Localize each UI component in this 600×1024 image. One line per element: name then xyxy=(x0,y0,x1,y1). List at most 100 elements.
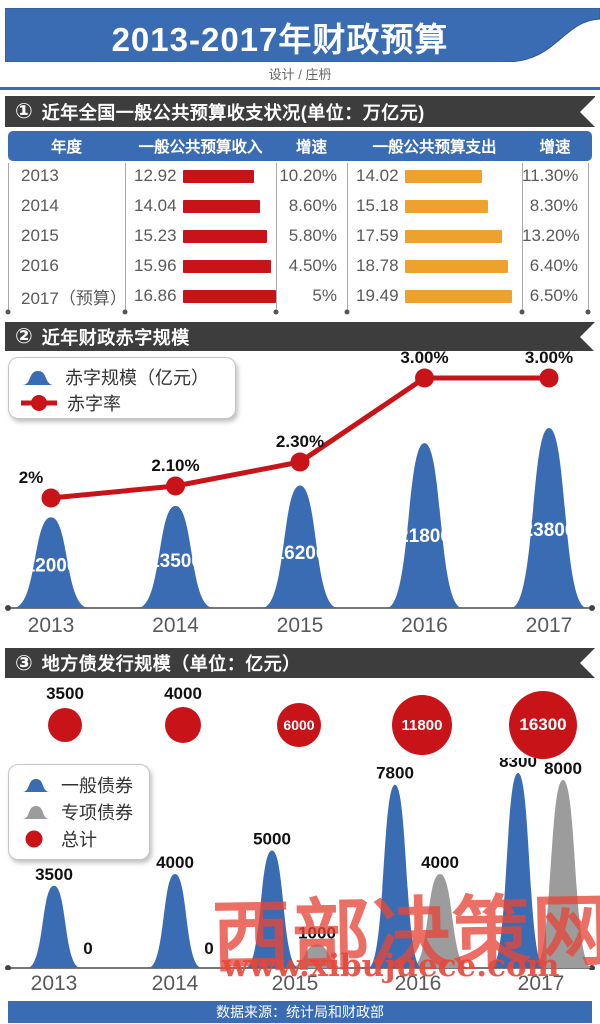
year-label: 2013 xyxy=(27,614,75,637)
expense-value: 15.18 xyxy=(356,196,399,215)
total-label: 4000 xyxy=(164,684,202,703)
deficit-chart: 12000 13500 16200 21800 23800 2% 2.10% 2.30% 3.0… xyxy=(5,348,595,611)
data-source-footer: 数据来源：统计局和财政部 xyxy=(8,1001,592,1023)
bond-chart-x-axis: 2013 2014 2015 2016 2017 xyxy=(0,972,600,996)
income-value: 16.86 xyxy=(134,286,177,305)
section3-title: 地方债发行规模（单位：亿元） xyxy=(41,654,301,674)
col-year: 年度 xyxy=(50,139,82,156)
col-expense-growth: 增速 xyxy=(539,139,571,156)
column-divider xyxy=(125,163,126,311)
year-label: 2014 xyxy=(151,972,199,995)
general-bond-hump xyxy=(245,850,299,968)
legend-total-label: 总计 xyxy=(61,830,97,851)
bond-value-label: 4000 xyxy=(156,853,194,872)
total-bubble: 16300 xyxy=(509,691,577,759)
blue-hump-icon xyxy=(22,371,54,385)
deficit-chart-x-axis: 2013 2014 2015 2016 2017 xyxy=(0,614,600,638)
expense-bar xyxy=(405,169,483,183)
year-label: 2016 xyxy=(394,972,442,995)
red-line-dot-icon xyxy=(21,395,57,411)
income-growth: 10.20% xyxy=(279,166,337,185)
table-header: 年度 一般公共预算收入 增速 一般公共预算支出 增速 xyxy=(8,131,592,161)
expense-cell: 15.18 xyxy=(347,196,522,216)
arrow-notch-icon xyxy=(580,648,595,678)
blue-hump-icon xyxy=(22,779,50,793)
income-growth: 5.80% xyxy=(288,226,337,245)
divider-dot xyxy=(585,309,591,315)
divider-dot xyxy=(344,309,350,315)
legend-general-label: 一般债券 xyxy=(61,775,133,796)
col-income: 一般公共预算收入 xyxy=(138,139,263,156)
total-bubble xyxy=(165,707,201,743)
gray-hump-icon xyxy=(22,806,50,820)
rate-label: 3.00% xyxy=(525,348,573,367)
expense-value: 14.02 xyxy=(356,166,399,185)
rate-dot xyxy=(166,476,185,496)
year-label: 2016 xyxy=(401,614,448,637)
row-year: 2016 xyxy=(21,256,59,275)
bond-value-label: 8000 xyxy=(544,759,582,778)
bond-value-label: 0 xyxy=(204,939,213,958)
section1-number-icon: ① xyxy=(15,100,33,123)
expense-growth: 13.20% xyxy=(522,226,580,245)
legend-special-label: 专项债券 xyxy=(61,802,133,823)
deficit-hump xyxy=(511,428,587,608)
bond-value-label: 4000 xyxy=(421,853,459,872)
rate-dot xyxy=(539,368,559,388)
expense-bar xyxy=(405,229,502,243)
special-bond-hump xyxy=(288,944,346,968)
expense-growth: 11.30% xyxy=(522,166,579,185)
table-row: 2013 12.92 10.20% 14.02 11.30% xyxy=(8,162,592,191)
income-growth: 4.50% xyxy=(288,256,337,275)
income-bar xyxy=(183,289,276,303)
rate-label: 2% xyxy=(19,468,44,487)
expense-growth: 6.50% xyxy=(529,286,578,305)
income-value: 14.04 xyxy=(134,196,177,215)
income-cell: 12.92 xyxy=(125,166,276,186)
legend-rate-label: 赤字率 xyxy=(67,394,121,414)
bond-chart: 0 0 1000 4000 8000 3500 4000 5000 7800 8300 xyxy=(5,758,595,970)
section1-title: 近年全国一般公共预算收支状况(单位：万亿元) xyxy=(41,102,425,123)
section3-number-icon: ③ xyxy=(15,651,33,675)
table-row: 2017（预算） 16.86 5% 19.49 6.50% xyxy=(8,282,592,311)
income-bar xyxy=(183,259,271,273)
general-bond-hump xyxy=(491,773,545,968)
year-label: 2017 xyxy=(517,972,565,995)
income-bar xyxy=(183,199,261,213)
deficit-hump xyxy=(386,443,463,608)
deficit-value-label: 13500 xyxy=(149,551,202,572)
expense-cell: 19.49 xyxy=(347,286,522,306)
row-year: 2015 xyxy=(21,226,59,245)
total-bubble: 11800 xyxy=(392,695,452,755)
bond-legend: 一般债券 专项债券 总计 xyxy=(8,764,150,860)
bond-value-label: 8300 xyxy=(499,758,537,771)
expense-bar xyxy=(405,289,513,303)
year-label: 2014 xyxy=(152,614,199,637)
expense-value: 17.59 xyxy=(356,226,399,245)
income-value: 15.96 xyxy=(134,256,177,275)
rate-dot xyxy=(415,368,434,388)
expense-cell: 14.02 xyxy=(347,166,522,186)
legend-deficit-label: 赤字规模（亿元） xyxy=(65,368,209,388)
column-divider xyxy=(588,163,589,311)
total-bubble xyxy=(48,708,82,742)
deficit-hump xyxy=(13,517,89,608)
section2-number-icon: ② xyxy=(15,325,33,348)
income-growth: 8.60% xyxy=(288,196,337,215)
arrow-notch-icon xyxy=(580,321,595,352)
row-year: 2013 xyxy=(21,166,59,185)
design-credit: 设计 / 庄枬 xyxy=(268,67,332,82)
income-growth: 5% xyxy=(312,286,337,305)
expense-bar xyxy=(405,199,489,213)
column-divider xyxy=(276,163,277,311)
general-bond-hump xyxy=(148,874,202,968)
section2-title: 近年财政赤字规模 xyxy=(41,327,190,348)
col-expense: 一般公共预算支出 xyxy=(372,139,497,156)
total-label: 3500 xyxy=(46,684,84,703)
table-row: 2014 14.04 8.60% 15.18 8.30% xyxy=(8,192,592,221)
row-year: 2014 xyxy=(21,196,59,215)
bond-value-label: 7800 xyxy=(376,764,414,783)
rate-label: 3.00% xyxy=(400,348,448,367)
income-value: 12.92 xyxy=(134,166,177,185)
